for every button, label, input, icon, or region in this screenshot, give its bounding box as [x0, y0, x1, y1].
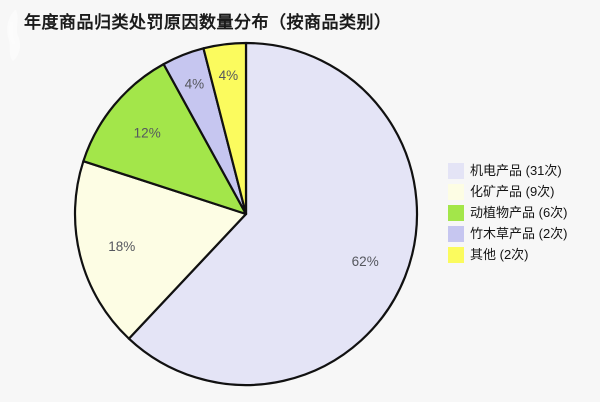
legend-label: 机电产品 (31次) — [470, 163, 562, 178]
legend-label: 化矿产品 (9次) — [470, 184, 555, 199]
legend-swatch — [448, 226, 464, 242]
legend-swatch — [448, 205, 464, 221]
legend-swatch — [448, 163, 464, 179]
chart-legend: 机电产品 (31次) 化矿产品 (9次) 动植物产品 (6次) 竹木草产品 (2次) 其… — [448, 163, 568, 263]
legend-item-化矿产品[interactable]: 化矿产品 (9次) — [448, 184, 568, 200]
pie-slice-其他[interactable] — [202, 41, 248, 216]
legend-item-竹木草产品[interactable]: 竹木草产品 (2次) — [448, 226, 568, 242]
pie-slice-机电产品[interactable] — [127, 41, 419, 387]
legend-item-机电产品[interactable]: 机电产品 (31次) — [448, 163, 568, 179]
legend-item-其他[interactable]: 其他 (2次) — [448, 247, 568, 263]
pie-slice-percent-label: 4% — [185, 77, 205, 92]
pie-slice-percent-label: 62% — [352, 254, 379, 269]
legend-label: 动植物产品 (6次) — [470, 205, 568, 220]
pie-slice-percent-label: 12% — [134, 125, 161, 140]
pie-slice-动植物产品[interactable] — [82, 63, 248, 216]
legend-label: 竹木草产品 (2次) — [470, 226, 568, 241]
legend-swatch — [448, 184, 464, 200]
legend-label: 其他 (2次) — [470, 247, 529, 262]
pie-slice-化矿产品[interactable] — [73, 160, 248, 340]
pie-slice-percent-label: 4% — [219, 68, 239, 83]
legend-item-动植物产品[interactable]: 动植物产品 (6次) — [448, 205, 568, 221]
legend-swatch — [448, 247, 464, 263]
pie-slice-percent-label: 18% — [108, 239, 135, 254]
chart-title: 年度商品归类处罚原因数量分布（按商品类别） — [24, 13, 392, 32]
